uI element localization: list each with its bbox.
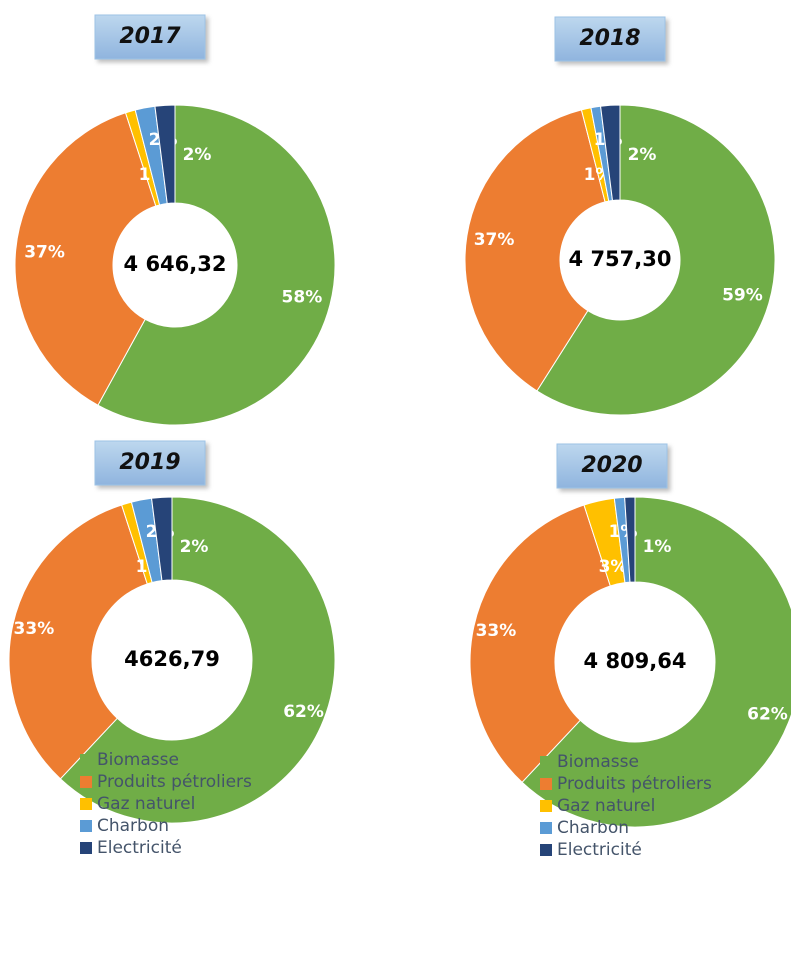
- donut-slice: [464, 109, 606, 392]
- legend-swatch: [540, 800, 552, 812]
- center-label: 4 646,32: [124, 252, 227, 276]
- slice-label: 37%: [474, 230, 515, 250]
- center-label: 4 809,64: [584, 649, 687, 673]
- donut-slice: [59, 496, 336, 824]
- donut-slice: [600, 104, 621, 202]
- slice-label: 2%: [183, 145, 212, 165]
- slice-label: 2%: [628, 145, 657, 165]
- donut-slice: [8, 504, 148, 780]
- slice-label: 37%: [24, 243, 65, 263]
- chart-title: 2019: [119, 450, 180, 475]
- legend-label: Gaz naturel: [97, 794, 195, 814]
- legend-swatch: [540, 844, 552, 856]
- legend-swatch: [80, 842, 92, 854]
- legend-label: Electricité: [97, 838, 182, 858]
- slice-label: 33%: [476, 621, 517, 641]
- donut-slice: [521, 496, 791, 828]
- donut-slice: [536, 104, 776, 416]
- chart-title: 2018: [579, 26, 640, 51]
- legend-swatch: [80, 776, 92, 788]
- donut-slice: [14, 112, 157, 406]
- legend-label: Electricité: [557, 840, 642, 860]
- legend-swatch: [80, 798, 92, 810]
- donut-slice: [97, 104, 336, 426]
- legend-label: Charbon: [97, 816, 169, 836]
- legend-label: Gaz naturel: [557, 796, 655, 816]
- title-box: [94, 14, 206, 60]
- center-label: 4626,79: [124, 647, 220, 671]
- legend-label: Biomasse: [557, 752, 639, 772]
- slice-label: 62%: [283, 702, 324, 722]
- donut-slice: [151, 496, 173, 582]
- donut-slice: [154, 104, 176, 205]
- title-box: [556, 443, 668, 489]
- legend-swatch: [80, 820, 92, 832]
- center-label: 4 757,30: [569, 247, 672, 271]
- title-box: [554, 16, 666, 62]
- legend-label: Biomasse: [97, 750, 179, 770]
- slice-label: 33%: [14, 619, 55, 639]
- donut-slice: [469, 504, 611, 783]
- title-box: [94, 440, 206, 486]
- slice-label: 62%: [747, 704, 788, 724]
- legend-swatch: [540, 756, 552, 768]
- slice-label: 2%: [180, 537, 209, 557]
- legend-label: Produits pétroliers: [557, 774, 712, 794]
- legend-swatch: [80, 754, 92, 766]
- legend-label: Charbon: [557, 818, 629, 838]
- legend-swatch: [540, 778, 552, 790]
- slice-label: 59%: [722, 286, 763, 306]
- legend-label: Produits pétroliers: [97, 772, 252, 792]
- slice-label: 1%: [643, 537, 672, 557]
- chart-title: 2017: [119, 24, 181, 49]
- donut-slice: [624, 496, 636, 583]
- slice-label: 3%: [599, 557, 628, 577]
- slice-label: 58%: [282, 288, 323, 308]
- chart-title: 2020: [581, 453, 642, 478]
- legend-swatch: [540, 822, 552, 834]
